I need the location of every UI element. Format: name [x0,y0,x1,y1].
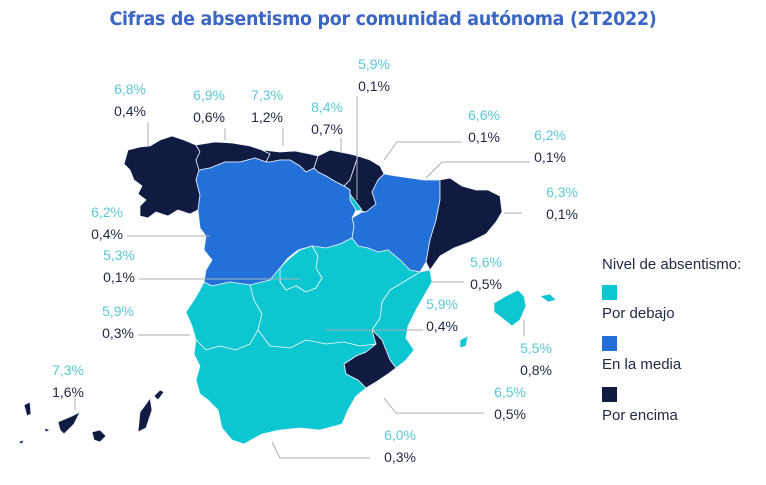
absence-change: 0,8% [520,362,552,378]
absence-rate: 6,6% [468,107,500,123]
region-castilla-y-leon[interactable] [195,157,357,287]
region-galicia[interactable] [123,135,201,219]
absence-change: 0,1% [534,149,566,165]
legend-swatch-above [602,387,617,402]
region-canarias[interactable] [17,389,165,445]
region-andalucia[interactable] [193,329,377,445]
absence-change: 0,3% [102,325,134,341]
leader-andalucia [271,441,370,459]
label-castilla-y-leon: 6,2% 0,4% [63,201,123,245]
legend-swatch-below [602,285,617,300]
leader-la-rioja [383,141,462,161]
legend-item-average: En la media [602,336,741,373]
absence-rate: 6,0% [384,427,416,443]
absence-rate: 5,9% [426,296,458,312]
label-extremadura: 5,9% 0,3% [74,300,134,344]
label-cataluna: 6,3% 0,1% [518,181,578,225]
absence-rate: 5,6% [470,254,502,270]
absence-change: 0,5% [494,406,526,422]
label-comunidad-valenciana: 5,6% 0,5% [442,251,502,295]
label-murcia: 6,5% 0,5% [466,381,526,425]
absence-rate: 5,5% [520,340,552,356]
chart-title: Cifras de absentismo por comunidad autón… [109,8,657,30]
leader-aragon [425,161,530,179]
legend-label-above: Por encima [602,407,678,424]
absence-rate: 5,3% [103,247,135,263]
label-cantabria: 7,3% 1,2% [223,84,283,128]
label-aragon: 6,2% 0,1% [506,124,566,168]
absence-change: 1,2% [251,109,283,125]
label-navarra: 5,9% 0,1% [330,53,390,97]
legend-label-average: En la media [602,356,682,373]
leader-lines [74,96,530,459]
label-castilla-la-mancha: 5,9% 0,4% [398,293,458,337]
absence-rate: 5,9% [358,56,390,72]
absence-change: 0,1% [468,129,500,145]
legend-title: Nivel de absentismo: [602,256,742,273]
leader-murcia [383,397,484,414]
absence-change: 0,1% [358,78,390,94]
absence-change: 0,4% [91,226,123,242]
region-baleares[interactable] [459,289,557,349]
absence-change: 0,4% [114,103,146,119]
label-asturias: 6,9% 0,6% [165,84,225,128]
label-la-rioja: 6,6% 0,1% [440,104,500,148]
label-canarias: 7,3% 1,6% [24,359,84,403]
region-cataluna[interactable] [425,177,503,271]
label-baleares: 5,5% 0,8% [492,337,552,381]
absence-change: 0,1% [546,206,578,222]
absence-change: 0,7% [311,121,343,137]
absence-rate: 6,5% [494,384,526,400]
absence-change: 1,6% [52,384,84,400]
legend-swatch-average [602,336,617,351]
label-galicia: 6,8% 0,4% [86,78,146,122]
absence-rate: 5,9% [102,303,134,319]
label-madrid: 5,3% 0,1% [75,244,135,288]
absence-rate: 6,2% [534,127,566,143]
absence-rate: 6,3% [546,184,578,200]
absence-change: 0,1% [103,269,135,285]
absence-rate: 6,8% [114,81,146,97]
label-pais-vasco: 8,4% 0,7% [283,96,343,140]
absence-change: 0,3% [384,449,416,465]
legend-label-below: Por debajo [602,305,675,322]
label-andalucia: 6,0% 0,3% [356,424,416,468]
absence-change: 0,5% [470,276,502,292]
legend: Nivel de absentismo: Por debajo En la me… [602,256,741,438]
absence-rate: 6,9% [193,87,225,103]
absence-rate: 6,2% [91,204,123,220]
region-extremadura[interactable] [185,281,263,351]
absence-rate: 7,3% [251,87,283,103]
absence-change: 0,6% [193,109,225,125]
absence-rate: 7,3% [52,362,84,378]
absence-change: 0,4% [426,318,458,334]
legend-item-below: Por debajo [602,285,741,322]
legend-item-above: Por encima [602,387,741,424]
absence-rate: 8,4% [311,99,343,115]
